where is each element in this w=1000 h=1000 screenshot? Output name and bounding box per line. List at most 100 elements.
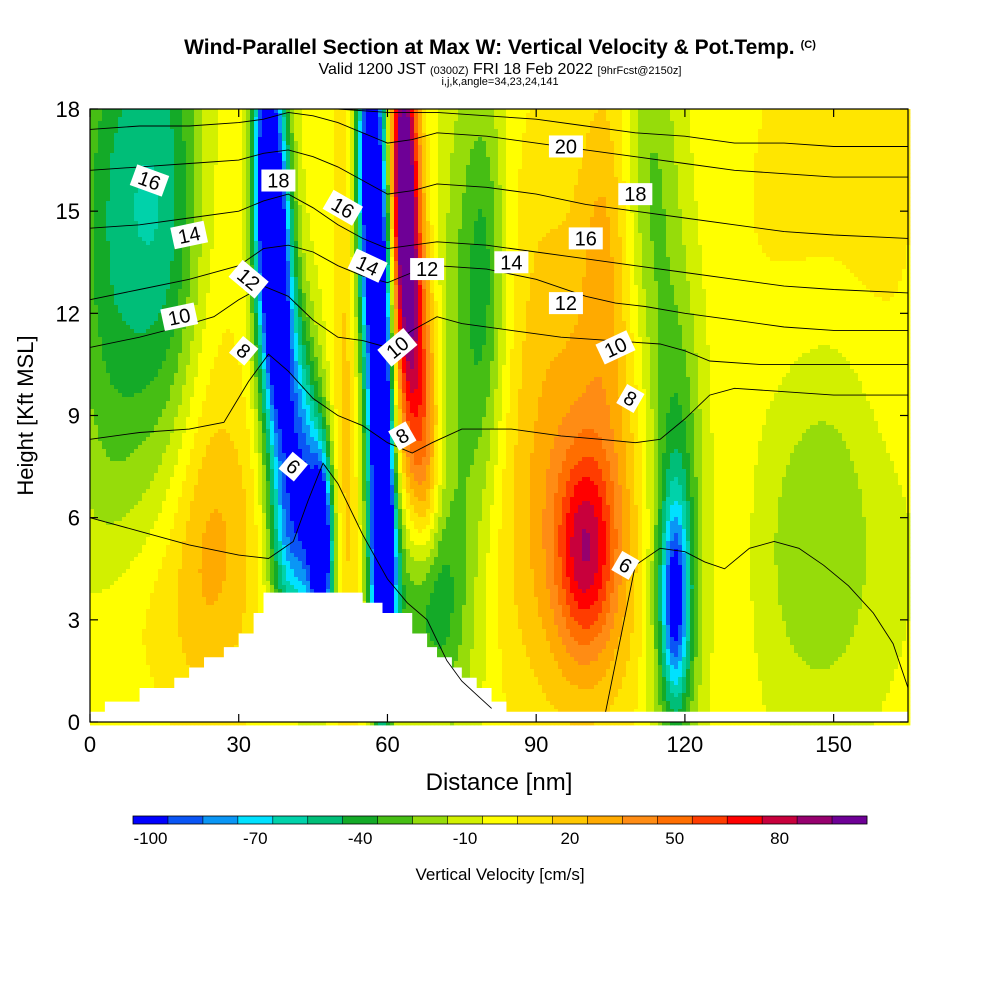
velocity-cell: [202, 117, 206, 121]
velocity-cell: [582, 121, 586, 125]
velocity-cell: [386, 129, 390, 133]
velocity-cell: [570, 109, 574, 113]
velocity-cell: [502, 125, 506, 129]
velocity-cell: [266, 113, 270, 117]
velocity-cell: [146, 129, 150, 133]
velocity-cell: [742, 137, 746, 141]
velocity-cell: [162, 117, 166, 121]
velocity-cell: [714, 121, 718, 125]
velocity-cell: [782, 121, 786, 125]
velocity-cell: [422, 117, 426, 121]
velocity-cell: [378, 133, 382, 137]
velocity-cell: [750, 117, 754, 121]
velocity-cell: [122, 133, 126, 137]
velocity-cell: [98, 141, 102, 145]
velocity-cell: [146, 121, 150, 125]
velocity-cell: [582, 129, 586, 133]
velocity-cell: [106, 137, 110, 141]
velocity-cell: [862, 121, 866, 125]
velocity-cell: [238, 121, 242, 125]
velocity-cell: [698, 113, 702, 117]
velocity-cell: [486, 109, 490, 113]
velocity-cell: [170, 141, 174, 145]
velocity-cell: [898, 109, 902, 113]
velocity-cell: [118, 117, 122, 121]
velocity-cell: [810, 117, 814, 121]
velocity-cell: [638, 109, 642, 113]
velocity-cell: [690, 129, 694, 133]
velocity-cell: [158, 117, 162, 121]
velocity-cell: [430, 137, 434, 141]
velocity-cell: [106, 117, 110, 121]
velocity-cell: [850, 137, 854, 141]
velocity-cell: [686, 117, 690, 121]
velocity-cell: [90, 113, 94, 117]
velocity-cell: [874, 117, 878, 121]
velocity-cell: [234, 109, 238, 113]
velocity-cell: [802, 109, 806, 113]
velocity-cell: [450, 117, 454, 121]
velocity-cell: [842, 129, 846, 133]
velocity-cell: [262, 133, 266, 137]
velocity-cell: [858, 137, 862, 141]
velocity-cell: [394, 113, 398, 117]
velocity-cell: [242, 109, 246, 113]
velocity-cell: [570, 129, 574, 133]
velocity-cell: [346, 113, 350, 117]
velocity-cell: [794, 113, 798, 117]
velocity-cell: [810, 137, 814, 141]
velocity-cell: [730, 137, 734, 141]
velocity-cell: [382, 121, 386, 125]
velocity-cell: [286, 125, 290, 129]
velocity-cell: [838, 109, 842, 113]
velocity-cell: [202, 129, 206, 133]
velocity-cell: [730, 125, 734, 129]
velocity-cell: [446, 125, 450, 129]
velocity-cell: [290, 125, 294, 129]
velocity-cell: [738, 117, 742, 121]
velocity-cell: [178, 113, 182, 117]
velocity-cell: [442, 121, 446, 125]
velocity-cell: [786, 133, 790, 137]
velocity-cell: [662, 113, 666, 117]
velocity-cell: [498, 117, 502, 121]
velocity-cell: [646, 125, 650, 129]
velocity-cell: [710, 117, 714, 121]
velocity-cell: [126, 109, 130, 113]
velocity-cell: [438, 121, 442, 125]
velocity-cell: [726, 113, 730, 117]
velocity-cell: [138, 121, 142, 125]
velocity-cell: [134, 141, 138, 145]
velocity-cell: [558, 125, 562, 129]
velocity-cell: [434, 113, 438, 117]
velocity-cell: [450, 109, 454, 113]
velocity-cell: [698, 109, 702, 113]
velocity-cell: [198, 129, 202, 133]
velocity-cell: [110, 141, 114, 145]
velocity-cell: [494, 117, 498, 121]
velocity-cell: [810, 121, 814, 125]
velocity-cell: [830, 117, 834, 121]
velocity-cell: [474, 117, 478, 121]
velocity-cell: [762, 117, 766, 121]
velocity-cell: [486, 121, 490, 125]
velocity-cell: [762, 109, 766, 113]
velocity-cell: [258, 113, 262, 117]
velocity-cell: [606, 117, 610, 121]
velocity-cell: [230, 137, 234, 141]
velocity-cell: [130, 121, 134, 125]
velocity-cell: [814, 113, 818, 117]
velocity-cell: [618, 113, 622, 117]
velocity-cell: [694, 133, 698, 137]
velocity-cell: [614, 113, 618, 117]
velocity-cell: [234, 113, 238, 117]
velocity-cell: [90, 121, 94, 125]
velocity-cell: [678, 109, 682, 113]
velocity-cell: [422, 113, 426, 117]
velocity-cell: [102, 113, 106, 117]
velocity-cell: [558, 121, 562, 125]
velocity-cell: [850, 129, 854, 133]
velocity-cell: [858, 109, 862, 113]
velocity-cell: [266, 109, 270, 113]
velocity-cell: [698, 121, 702, 125]
